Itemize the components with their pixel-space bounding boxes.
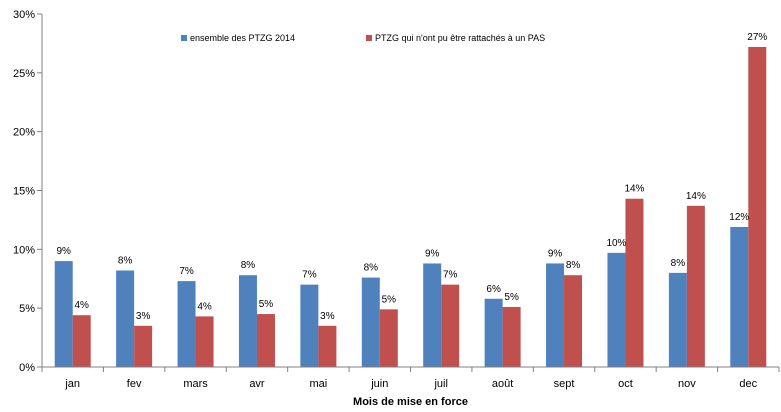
- bar: [730, 226, 749, 367]
- data-label: 5%: [259, 299, 274, 310]
- bar: [748, 46, 767, 368]
- y-tick-label: 30%: [13, 9, 35, 21]
- x-tick-label: mars: [183, 378, 208, 390]
- x-tick-label: fev: [127, 378, 142, 390]
- x-tick-label: nov: [678, 378, 696, 390]
- data-label: 4%: [74, 300, 89, 311]
- data-label: 12%: [729, 212, 749, 223]
- x-tick-label: oct: [618, 378, 633, 390]
- data-label: 9%: [56, 246, 71, 257]
- bar: [546, 263, 565, 367]
- data-label: 7%: [302, 270, 317, 281]
- y-tick-label: 20%: [13, 127, 35, 139]
- legend: ensemble des PTZG 2014 PTZG qui n'ont pu …: [181, 33, 545, 43]
- bar: [625, 198, 644, 367]
- bar: [177, 281, 196, 367]
- bar: [300, 284, 319, 367]
- bar: [686, 205, 705, 367]
- data-label: 14%: [686, 191, 706, 202]
- data-label: 8%: [241, 260, 256, 271]
- y-tick-label: 15%: [13, 186, 35, 198]
- data-label: 7%: [179, 266, 194, 277]
- data-label: 5%: [504, 292, 519, 303]
- data-label: 3%: [320, 311, 335, 322]
- legend-label: PTZG qui n'ont pu être rattachés à un PA…: [375, 33, 545, 43]
- bar: [72, 315, 91, 367]
- bar: [54, 261, 73, 367]
- data-labels: 9%4%8%3%7%4%8%5%7%3%8%5%9%7%6%5%9%8%10%1…: [56, 32, 767, 322]
- x-tick-label: avr: [249, 378, 265, 390]
- bar: [441, 284, 460, 367]
- bar: [423, 263, 442, 367]
- x-axis: jan fev mars avr mai juin juil août sept oct nov de…: [41, 366, 780, 390]
- y-tick-label: 0%: [19, 362, 35, 374]
- bar: [134, 325, 153, 367]
- data-label: 8%: [566, 260, 581, 271]
- y-tick-label: 5%: [19, 303, 35, 315]
- data-label: 3%: [136, 311, 151, 322]
- bar: [607, 252, 626, 367]
- x-axis-title: Mois de mise en force: [353, 396, 468, 408]
- data-label: 27%: [747, 32, 767, 43]
- x-tick-label: août: [492, 378, 513, 390]
- y-axis: 0% 5% 10% 15% 20% 25% 30%: [13, 9, 43, 374]
- bar: [256, 314, 275, 367]
- bar: [238, 275, 257, 367]
- x-tick-label: juin: [370, 378, 388, 390]
- data-label: 10%: [606, 238, 626, 249]
- bar: [484, 298, 503, 367]
- legend-swatch: [181, 35, 187, 41]
- bars: [54, 46, 767, 368]
- bar: [116, 270, 135, 367]
- data-label: 4%: [197, 301, 212, 312]
- bar: [502, 306, 521, 367]
- legend-swatch: [366, 35, 372, 41]
- x-tick-label: juil: [433, 378, 447, 390]
- legend-label: ensemble des PTZG 2014: [190, 33, 295, 43]
- x-tick-label: dec: [739, 378, 757, 390]
- data-label: 8%: [671, 258, 686, 269]
- data-label: 14%: [624, 184, 644, 195]
- bar: [361, 277, 380, 367]
- x-tick-label: jan: [64, 378, 80, 390]
- data-label: 9%: [425, 248, 440, 259]
- data-label: 7%: [443, 270, 458, 281]
- bar: [564, 275, 583, 367]
- y-tick-label: 25%: [13, 68, 35, 80]
- x-tick-label: sept: [554, 378, 575, 390]
- bar: [318, 325, 337, 367]
- data-label: 8%: [118, 256, 133, 267]
- bar: [668, 272, 687, 367]
- data-label: 9%: [548, 248, 563, 259]
- data-label: 8%: [364, 263, 379, 274]
- x-tick-label: mai: [310, 378, 328, 390]
- data-label: 5%: [382, 294, 397, 305]
- bar: [379, 309, 398, 367]
- y-tick-label: 10%: [13, 244, 35, 256]
- data-label: 6%: [486, 284, 501, 295]
- bar: [195, 316, 214, 367]
